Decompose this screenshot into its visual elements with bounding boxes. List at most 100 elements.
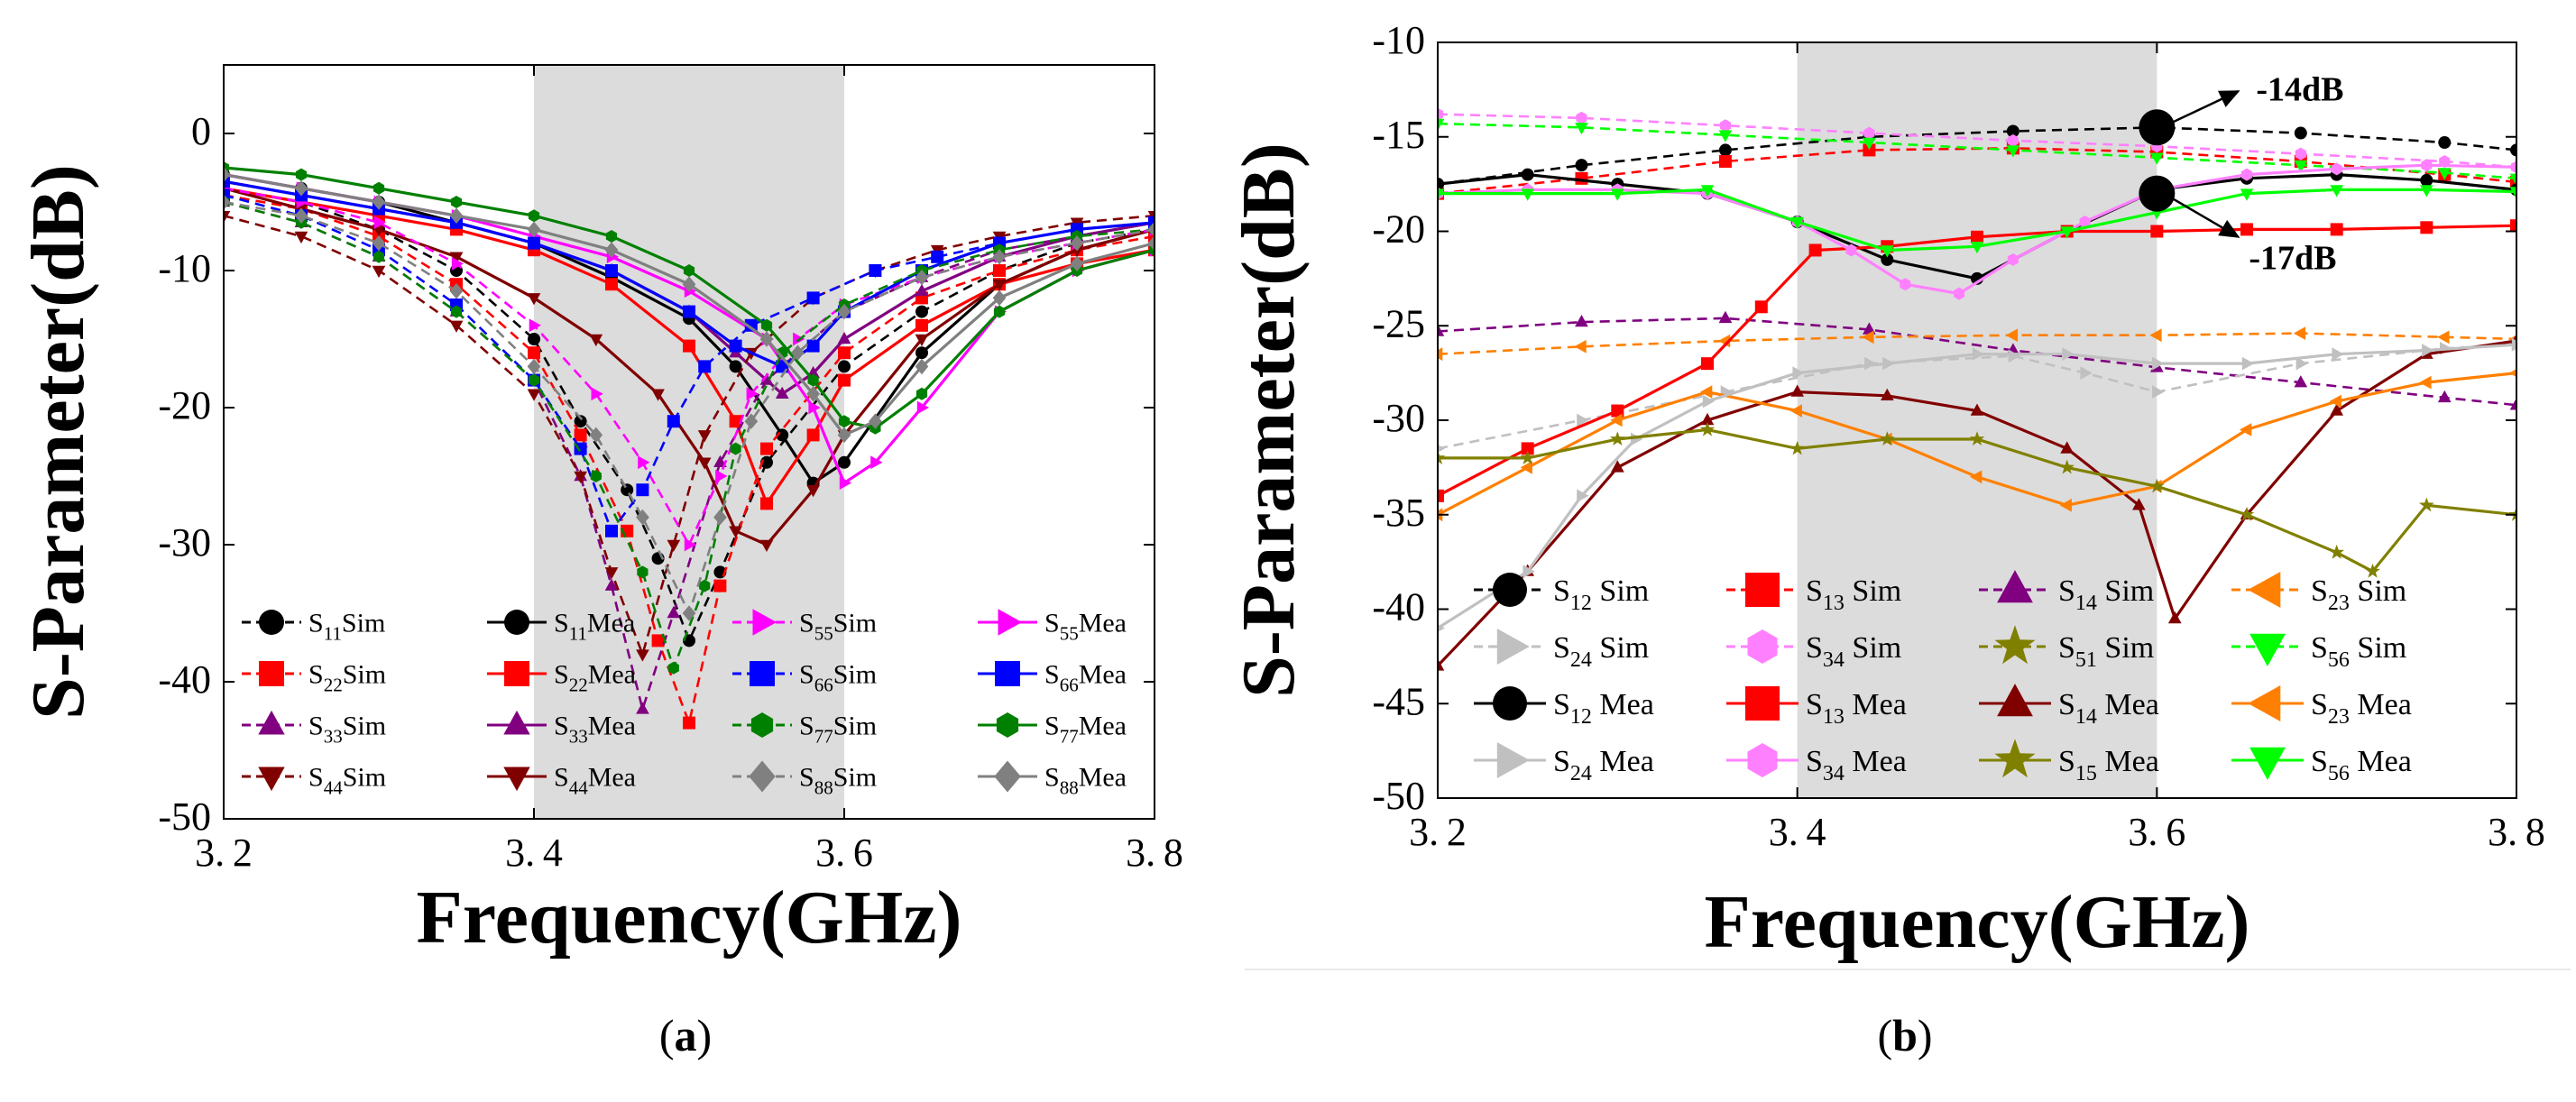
data-point-s24-sim [2295, 356, 2308, 371]
data-point-s44-sim [449, 320, 464, 333]
data-point-s44-mea [651, 389, 665, 401]
y-tick-label: -50 [158, 794, 211, 839]
data-point-s15-mea [2419, 497, 2434, 512]
data-point-s77-mea [838, 415, 851, 428]
data-point-s44-sim [604, 567, 619, 580]
data-point-s24-mea [1882, 356, 1895, 371]
data-point-s23-sim [2149, 328, 2162, 343]
legend-marker [750, 661, 775, 686]
legend-entry-label: S13 Mea [1806, 688, 1907, 729]
data-point-s33-sim [604, 578, 619, 591]
series-line-s15-mea [1438, 427, 2516, 574]
data-point-s56-mea [1790, 216, 1804, 230]
legend-marker [995, 661, 1020, 686]
y-axis-label: S-Parameter(dB) [1227, 142, 1311, 698]
data-point-s13-mea [1808, 243, 1822, 257]
data-point-s24-mea [2152, 356, 2165, 371]
data-point-s24-mea [1972, 347, 1985, 361]
data-point-s88-mea [1070, 255, 1084, 272]
data-point-s11-sim [574, 415, 587, 428]
data-point-s23-sim [2437, 330, 2450, 344]
legend-entry-label: S33Sim [308, 712, 386, 748]
data-point-s88-mea [294, 180, 308, 197]
data-point-s14-mea [1611, 460, 1624, 473]
x-axis-label: Frequency(GHz) [1705, 880, 2250, 964]
data-point-s34-sim [2007, 133, 2019, 147]
data-point-s24-sim [1438, 444, 1445, 453]
data-point-s22-mea [915, 318, 928, 332]
data-point-s23-mea [2419, 375, 2432, 390]
legend-entry-label: S15 Mea [2058, 745, 2159, 785]
data-point-s55-sim [638, 455, 650, 470]
data-point-s88-sim [915, 269, 929, 286]
data-point-s24-mea [2241, 356, 2255, 371]
data-point-s13-sim [2510, 176, 2516, 189]
data-point-s11-sim [760, 455, 773, 469]
data-point-s66-sim [931, 250, 944, 263]
data-point-s56-mea [2330, 185, 2343, 197]
data-point-s24-mea [1523, 565, 1535, 578]
data-point-s15-mea [1969, 431, 1985, 445]
data-point-s13-mea [1971, 230, 1983, 243]
data-point-s22-mea [838, 373, 851, 387]
data-point-s88-mea [604, 242, 619, 258]
data-point-s34-mea [2079, 216, 2091, 228]
legend-entry-label: S33Mea [554, 712, 636, 748]
y-tick-label: -40 [158, 657, 211, 702]
legend-marker [259, 661, 284, 686]
data-point-s13-mea [2420, 221, 2433, 234]
data-point-s24-sim [2008, 349, 2020, 363]
data-point-s88-sim [636, 509, 649, 526]
data-point-s22-sim [713, 579, 727, 592]
x-tick-label: 3. 8 [2488, 810, 2545, 854]
series-line-s24-sim [1438, 343, 2516, 450]
data-point-s14-sim [1575, 315, 1588, 327]
data-point-s11-mea [915, 346, 928, 360]
data-point-s15-mea [1699, 421, 1716, 436]
legend-entry-label: S34 Mea [1806, 745, 1907, 785]
data-point-s44-sim [667, 539, 681, 552]
legend-marker [258, 710, 285, 735]
y-tick-label: -40 [1372, 585, 1425, 629]
data-point-s23-mea [1789, 404, 1802, 418]
x-tick-label: 3. 4 [505, 831, 563, 875]
legend-marker [1994, 739, 2036, 778]
data-point-s22-mea [806, 428, 820, 442]
data-point-s22-sim [528, 346, 540, 360]
data-point-s23-sim [2293, 326, 2306, 340]
data-point-s22-sim [683, 716, 695, 730]
data-point-s77-sim [730, 442, 741, 455]
data-point-s88-sim [224, 194, 231, 210]
legend-entry-label: S66Mea [1044, 660, 1127, 696]
series-line-s22-sim [224, 194, 1155, 728]
legend-entry-label: S55Sim [799, 609, 877, 645]
annotation-label: -14dB [2256, 70, 2343, 108]
legend-marker [504, 661, 529, 686]
data-point-s23-sim [1438, 347, 1443, 361]
data-point-s13-mea [2240, 223, 2253, 236]
legend-entry-label: S11Mea [554, 609, 635, 645]
data-point-s22-sim [760, 442, 773, 455]
data-point-s77-mea [683, 264, 695, 277]
chart-panel-a: 3. 2 3. 4 3. 6 3. 8 0 -10 -20 -30 -40 -50 Frequenc… [16, 64, 1183, 1061]
data-point-s66-mea [605, 264, 618, 277]
legend-entry-label: S14 Sim [2058, 574, 2154, 615]
data-point-s56-mea [1438, 188, 1445, 201]
data-point-s88-mea [372, 194, 386, 210]
legend-marker [259, 610, 284, 635]
data-point-s55-sim [529, 318, 541, 333]
data-point-s88-sim [1070, 234, 1084, 252]
data-point-s44-sim [697, 430, 712, 443]
data-point-s88-sim [527, 358, 541, 375]
data-point-s11-sim [528, 333, 540, 345]
data-point-s34-mea [2421, 159, 2433, 172]
legend-entry-label: S14 Mea [2058, 688, 2159, 729]
data-point-s77-sim [667, 661, 679, 675]
legend-marker [749, 760, 776, 793]
data-point-s13-mea [1438, 489, 1444, 502]
data-point-s34-mea [1954, 287, 1965, 300]
data-point-s55-mea [916, 400, 929, 415]
data-point-s44-mea [759, 539, 774, 552]
data-point-s33-mea [837, 331, 851, 344]
